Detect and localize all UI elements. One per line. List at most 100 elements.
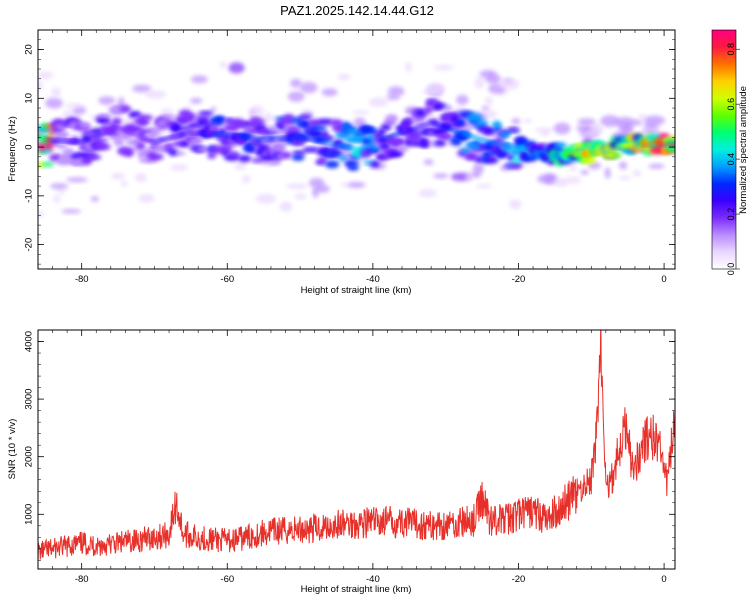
heatmap-blob <box>96 113 112 119</box>
heatmap-blob <box>38 71 54 80</box>
snr-series-line <box>38 330 675 562</box>
colorbar-label: Normalized spectral amplitude <box>738 86 749 214</box>
y-tick-label: -20 <box>24 238 35 252</box>
heatmap-blob <box>343 160 360 167</box>
heatmap-blob <box>138 118 150 126</box>
colorbar-tick-label: 0.0 <box>726 263 736 276</box>
heatmap-blob <box>433 64 454 71</box>
heatmap-blob <box>241 175 251 184</box>
heatmap-blob <box>648 163 665 169</box>
y-tick-label: 10 <box>24 93 35 104</box>
heatmap-blob <box>255 193 276 204</box>
heatmap-blob <box>418 188 437 198</box>
heatmap-blob <box>113 138 125 146</box>
heatmap-blob <box>492 120 502 129</box>
spectrogram-frame <box>37 29 676 270</box>
heatmap-blob <box>363 128 380 135</box>
heatmap-blob <box>318 118 334 126</box>
heatmap-blob <box>600 115 620 127</box>
heatmap-blob <box>392 138 404 145</box>
heatmap-blob <box>144 90 167 99</box>
colorbar-tick-label: 0.4 <box>726 153 736 166</box>
heatmap-blob <box>466 113 482 122</box>
colorbar: 0.0 0.2 0.4 0.6 0.8 Normalized spectral ampl… <box>711 29 749 275</box>
heatmap-blob <box>210 106 217 112</box>
heatmap-blob <box>475 183 492 189</box>
heatmap-blob <box>62 148 75 154</box>
y-tick-label: -10 <box>24 189 35 203</box>
heatmap-blob <box>310 125 327 131</box>
heatmap-blob <box>414 109 426 117</box>
heatmap-blob <box>250 105 264 118</box>
heatmap-blob <box>540 130 550 136</box>
heatmap-blob <box>347 164 360 171</box>
heatmap-blob <box>272 144 286 151</box>
heatmap-blob <box>130 139 141 145</box>
heatmap-blob <box>329 146 340 151</box>
heatmap-blob <box>264 129 279 135</box>
heatmap-blob <box>553 122 571 135</box>
heatmap-blob <box>484 96 493 106</box>
heatmap-blob <box>189 137 204 146</box>
heatmap-blob <box>618 161 628 170</box>
heatmap-blob <box>138 194 155 203</box>
heatmap-blob <box>162 114 174 120</box>
heatmap-blob <box>385 114 399 123</box>
colorbar-ticks: 0.0 0.2 0.4 0.6 0.8 <box>726 43 740 275</box>
heatmap-blob <box>287 127 302 132</box>
x-tick-label: -60 <box>220 274 234 285</box>
heatmap-blob <box>324 160 340 169</box>
x-tick-label: -80 <box>75 274 89 285</box>
heatmap-blob <box>325 136 335 141</box>
heatmap-blob <box>553 177 569 187</box>
heatmap-blob <box>180 114 195 123</box>
heatmap-blob <box>439 134 452 139</box>
heatmap-blob <box>337 73 351 81</box>
x-tick-label: -20 <box>512 274 526 285</box>
heatmap-blob <box>638 113 646 120</box>
heatmap-blob <box>98 96 116 105</box>
heatmap-blob <box>509 162 523 170</box>
heatmap-blob <box>420 143 430 148</box>
snr-frame <box>37 329 676 570</box>
heatmap-blob <box>95 143 111 151</box>
heatmap-blob <box>45 97 63 109</box>
heatmap-blob <box>456 118 465 126</box>
heatmap-blob <box>238 154 252 163</box>
heatmap-blob <box>120 180 128 187</box>
heatmap-blob <box>380 123 392 131</box>
heatmap-blob <box>509 199 522 210</box>
colorbar-tick-label: 0.8 <box>726 43 736 56</box>
heatmap-blob <box>511 118 521 125</box>
chart-title: PAZ1.2025.142.14.44.G12 <box>280 3 434 18</box>
heatmap-blob <box>434 139 447 147</box>
heatmap-blob <box>61 209 82 214</box>
y-tick-label: 0 <box>24 144 35 149</box>
heatmap-blob <box>479 69 497 79</box>
heatmap-blob <box>537 143 550 148</box>
heatmap-blob <box>481 105 490 111</box>
y-tick-label: 3000 <box>24 389 35 410</box>
heatmap-blob <box>207 152 217 159</box>
heatmap-blob <box>643 115 666 126</box>
heatmap-blob <box>136 142 146 150</box>
heatmap-blob <box>50 183 69 190</box>
heatmap-blob <box>267 126 278 131</box>
heatmap-blob <box>632 169 642 177</box>
heatmap-blob <box>553 142 567 150</box>
heatmap-blob <box>164 143 176 148</box>
heatmap-blob <box>279 201 293 212</box>
heatmap-blob <box>90 196 99 202</box>
heatmap-blob <box>169 123 181 133</box>
heatmap-blob <box>286 183 309 190</box>
heatmap-blob <box>565 176 582 184</box>
heatmap-blob <box>196 147 211 152</box>
heatmap-blob <box>217 128 227 135</box>
heatmap-blob <box>433 173 449 179</box>
heatmap-blob <box>419 137 428 145</box>
spectrogram-axes: -80 -60 -40 -20 0 -20 -10 0 10 20 <box>24 29 675 285</box>
x-tick-label: 0 <box>661 574 666 585</box>
heatmap-blob <box>308 147 319 153</box>
heatmap-blob <box>297 114 312 120</box>
